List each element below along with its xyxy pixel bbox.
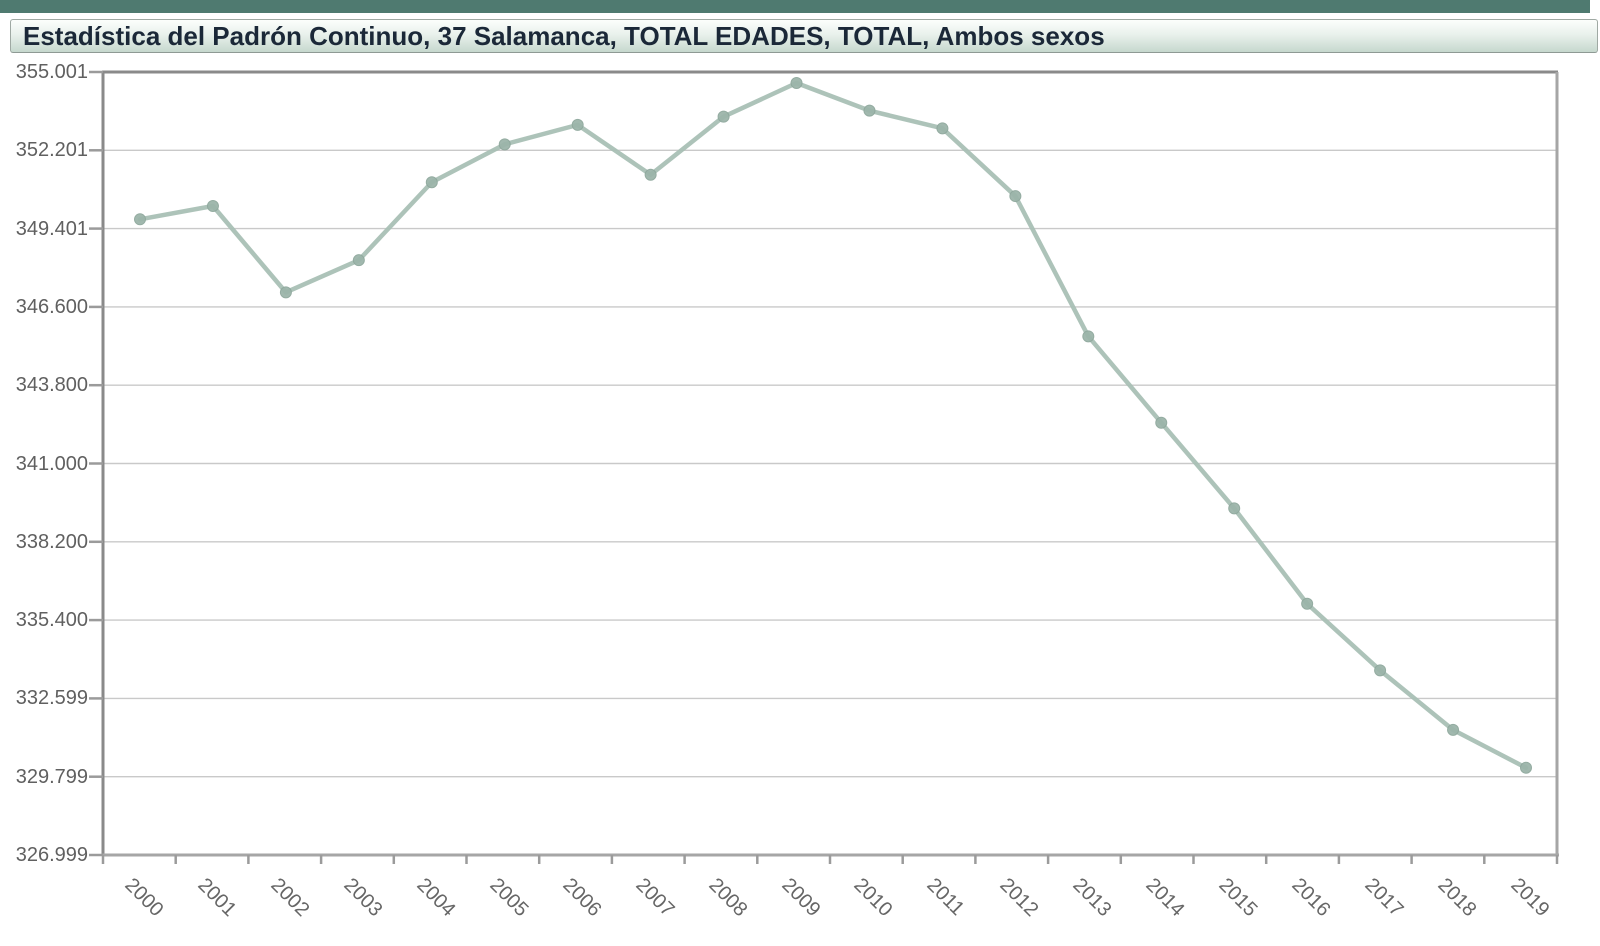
data-point-2010 (863, 104, 876, 117)
data-point-2015 (1228, 502, 1241, 515)
data-point-2011 (936, 122, 949, 135)
data-point-2000 (134, 213, 146, 226)
data-point-2007 (644, 168, 657, 181)
y-axis-label: 335.400 (15, 609, 88, 632)
data-point-2008 (717, 110, 730, 123)
data-point-2013 (1082, 330, 1095, 343)
y-axis-label: 332.599 (15, 687, 88, 710)
data-point-2017 (1374, 664, 1387, 677)
chart-title-bar: Estadística del Padrón Continuo, 37 Sala… (10, 19, 1598, 53)
data-point-2009 (790, 76, 803, 89)
series-line (137, 80, 1529, 771)
y-axis-label: 346.600 (15, 295, 88, 318)
data-point-2005 (498, 138, 511, 151)
y-axis-label: 343.800 (15, 374, 88, 397)
chart-title: Estadística del Padrón Continuo, 37 Sala… (23, 21, 1105, 51)
y-axis-label: 352.201 (15, 139, 88, 162)
data-point-2006 (571, 118, 584, 131)
y-axis-label: 355.001 (15, 61, 88, 83)
data-point-2018 (1447, 723, 1460, 736)
top-accent-bar (0, 0, 1590, 13)
y-axis-label: 329.799 (15, 765, 88, 788)
y-axis-label: 349.401 (15, 217, 88, 240)
y-axis-label: 338.200 (15, 530, 88, 553)
y-axis-label: 341.000 (15, 452, 88, 475)
data-point-2012 (1009, 190, 1022, 203)
data-point-2016 (1301, 597, 1314, 610)
data-point-2004 (425, 176, 438, 189)
y-axis-label: 326.999 (15, 844, 88, 866)
data-point-2019 (1520, 761, 1532, 774)
data-point-2014 (1155, 416, 1168, 429)
data-point-2003 (352, 254, 365, 267)
data-point-2002 (279, 286, 292, 299)
data-point-2001 (206, 199, 219, 212)
